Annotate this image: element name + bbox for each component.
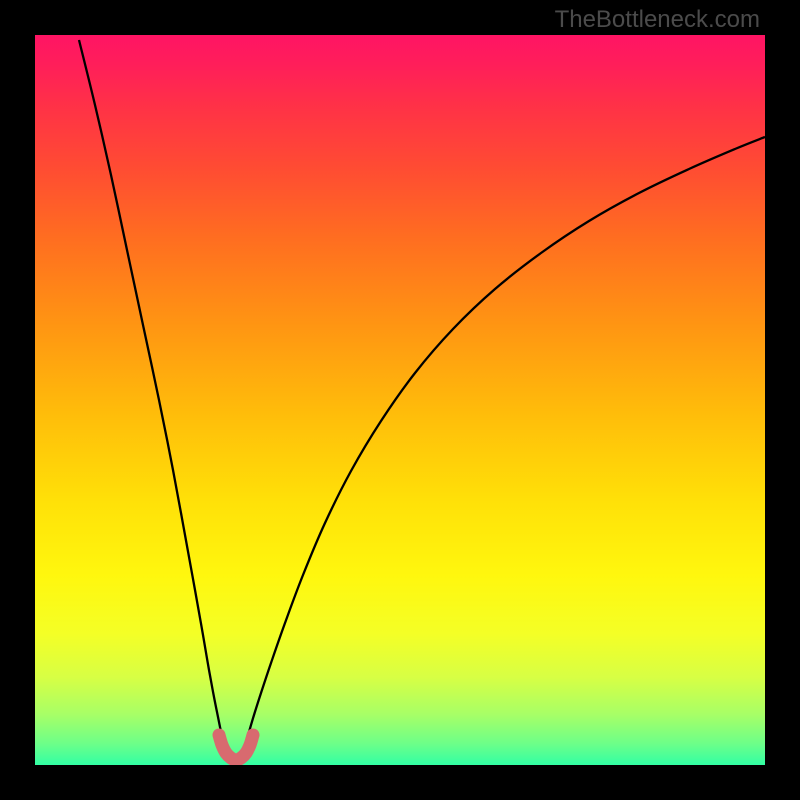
bottleneck-curve-svg <box>35 35 765 765</box>
plot-area <box>35 35 765 765</box>
curve-right-branch <box>249 137 765 732</box>
curve-left-branch <box>79 40 221 732</box>
border-left <box>0 0 35 800</box>
border-bottom <box>0 765 800 800</box>
watermark-text: TheBottleneck.com <box>555 6 760 34</box>
border-right <box>765 0 800 800</box>
chart-frame: TheBottleneck.com <box>0 0 800 800</box>
minimum-marker <box>219 735 253 760</box>
